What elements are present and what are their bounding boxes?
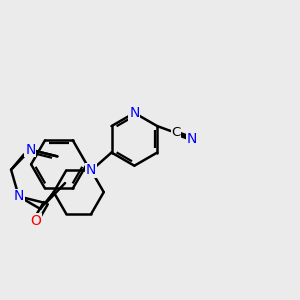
Text: N: N bbox=[14, 190, 24, 203]
Text: N: N bbox=[86, 164, 96, 178]
Text: N: N bbox=[187, 132, 197, 146]
Text: N: N bbox=[25, 143, 35, 157]
Text: C: C bbox=[172, 127, 181, 140]
Text: N: N bbox=[129, 106, 140, 120]
Text: O: O bbox=[30, 214, 41, 228]
